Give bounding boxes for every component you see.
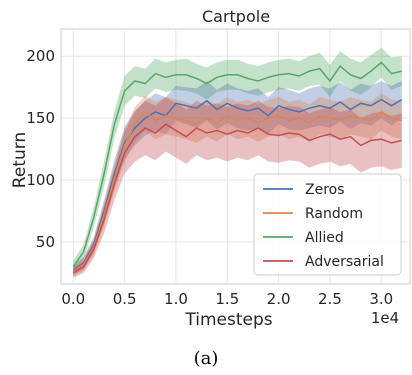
x-axis-title: Timesteps: [184, 310, 272, 330]
legend-label-zeros: Zeros: [305, 182, 345, 198]
x-tick-label: 1.0: [164, 290, 188, 308]
series-lines: [72, 61, 403, 274]
legend-frame: [253, 173, 402, 276]
y-tick-label: 200: [26, 47, 55, 65]
legend-label-random: Random: [305, 206, 363, 222]
x-tick-label: 0.0: [61, 290, 85, 308]
line-adversarial: [72, 123, 402, 274]
y-axis-title: Return: [10, 132, 30, 188]
legend-label-adversarial: Adversarial: [305, 254, 384, 270]
y-tick-label: 150: [26, 109, 55, 127]
band-adversarial: [73, 97, 402, 278]
line-allied: [72, 61, 402, 268]
y-tick-label: 100: [26, 171, 55, 189]
band-allied: [73, 47, 402, 273]
line-random: [72, 110, 402, 273]
x-tick-label: 2.0: [267, 290, 291, 308]
y-tick-labels: 50 100 150 200: [26, 47, 55, 251]
legend-label-allied: Allied: [305, 230, 344, 246]
band-zeros: [73, 81, 402, 276]
x-tick-labels: 0.0 0.5 1.0 1.5 2.0 2.5 3.0: [61, 290, 393, 308]
figure-caption: (a): [194, 348, 219, 369]
x-tick-label: 3.0: [369, 290, 393, 308]
x-tick-label: 1.5: [215, 290, 239, 308]
legend: Zeros Random Allied Adversarial: [253, 173, 402, 276]
x-tick-label: 2.5: [318, 290, 342, 308]
chart-title: Cartpole: [202, 7, 270, 26]
x-axis-offset-label: 1e4: [371, 309, 399, 327]
x-tick-label: 0.5: [113, 290, 137, 308]
y-tick-label: 50: [36, 233, 55, 251]
